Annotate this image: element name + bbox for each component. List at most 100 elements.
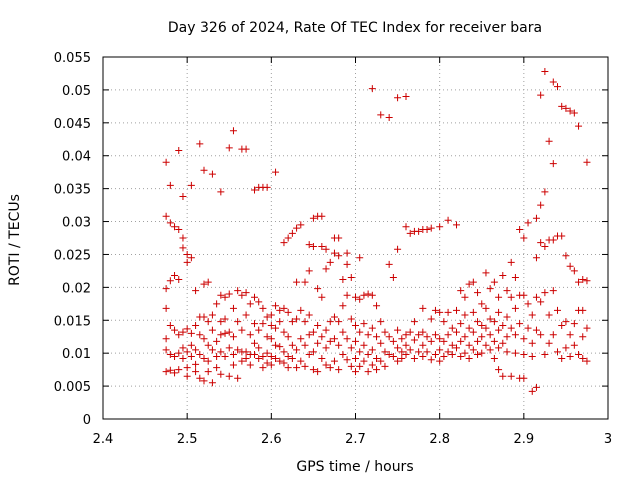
- data-point: [267, 335, 275, 343]
- data-point: [330, 357, 338, 365]
- data-point: [326, 364, 334, 372]
- data-point: [495, 326, 503, 334]
- data-point: [280, 239, 288, 247]
- data-point: [183, 250, 191, 258]
- data-point: [431, 350, 439, 358]
- x-tick-label: 2.8: [429, 432, 450, 447]
- data-point: [575, 278, 583, 286]
- data-point: [453, 306, 460, 314]
- data-point: [309, 214, 317, 222]
- data-point: [175, 225, 183, 233]
- y-tick-label: 0.015: [54, 314, 91, 329]
- data-point: [335, 318, 343, 326]
- data-point: [322, 326, 330, 334]
- data-point: [196, 374, 204, 382]
- data-point: [554, 83, 561, 91]
- data-point: [288, 318, 296, 326]
- data-point: [398, 335, 406, 343]
- data-point: [343, 260, 351, 268]
- data-point: [490, 278, 498, 286]
- data-point: [276, 357, 284, 365]
- data-point: [532, 293, 540, 301]
- data-point: [410, 336, 418, 344]
- data-point: [284, 308, 292, 316]
- data-point: [276, 343, 284, 351]
- data-point: [263, 183, 271, 191]
- data-point: [360, 341, 368, 349]
- data-point: [272, 324, 280, 332]
- data-point: [579, 354, 587, 362]
- data-point: [309, 328, 317, 336]
- data-point: [225, 344, 233, 352]
- data-point: [461, 293, 469, 301]
- data-point: [394, 326, 402, 334]
- data-point: [356, 362, 364, 370]
- data-point: [204, 318, 212, 326]
- data-point: [503, 348, 511, 356]
- data-point: [305, 311, 313, 319]
- data-point: [217, 331, 225, 339]
- data-point: [352, 354, 359, 362]
- data-point: [242, 354, 250, 362]
- data-point: [575, 350, 583, 358]
- data-point: [293, 224, 301, 232]
- data-point: [554, 306, 561, 314]
- data-point: [541, 289, 549, 297]
- x-tick-label: 2.9: [513, 432, 534, 447]
- data-point: [373, 333, 381, 341]
- data-point: [394, 344, 402, 352]
- data-point: [482, 304, 490, 312]
- y-tick-labels: 0 0.005 0.01 0.015 0.02 0.025 0.03 0.035 0.04 0.0…: [54, 51, 91, 428]
- data-point: [322, 361, 330, 369]
- data-point: [381, 348, 389, 356]
- data-point: [229, 127, 237, 135]
- data-point: [583, 324, 591, 332]
- data-point: [171, 369, 179, 377]
- data-point: [221, 315, 229, 323]
- data-point: [558, 322, 566, 330]
- data-point: [183, 364, 191, 372]
- data-point: [162, 304, 170, 312]
- data-point: [490, 318, 498, 326]
- data-point: [238, 357, 246, 365]
- data-point: [301, 362, 309, 370]
- data-point: [520, 374, 528, 382]
- data-point: [192, 360, 200, 368]
- data-point: [229, 350, 237, 358]
- data-point: [187, 341, 195, 349]
- data-point: [385, 350, 393, 358]
- data-point: [179, 344, 187, 352]
- data-point: [309, 243, 317, 251]
- data-point: [322, 265, 330, 273]
- data-point: [196, 350, 204, 358]
- data-point: [162, 158, 170, 166]
- data-point: [507, 258, 515, 266]
- data-point: [335, 366, 343, 374]
- data-point: [461, 311, 469, 319]
- data-point: [545, 137, 553, 145]
- data-point: [276, 318, 284, 326]
- data-point: [259, 320, 267, 328]
- data-point: [419, 341, 427, 349]
- data-point: [166, 181, 174, 189]
- data-point: [343, 249, 351, 257]
- data-point: [373, 366, 381, 374]
- data-point: [255, 298, 263, 306]
- data-point: [537, 201, 545, 209]
- data-point: [293, 315, 301, 323]
- y-tick-label: 0: [83, 413, 91, 428]
- data-point: [360, 291, 368, 299]
- data-point: [368, 361, 376, 369]
- data-point: [377, 339, 385, 347]
- data-point: [217, 188, 225, 196]
- plot-frame: [102, 56, 609, 420]
- data-point: [305, 241, 313, 249]
- data-point: [192, 322, 200, 330]
- data-point: [415, 348, 423, 356]
- data-point: [221, 352, 229, 360]
- data-point: [402, 350, 410, 358]
- data-point: [406, 229, 414, 237]
- data-point: [541, 350, 549, 358]
- data-point: [486, 346, 494, 354]
- data-point: [406, 328, 414, 336]
